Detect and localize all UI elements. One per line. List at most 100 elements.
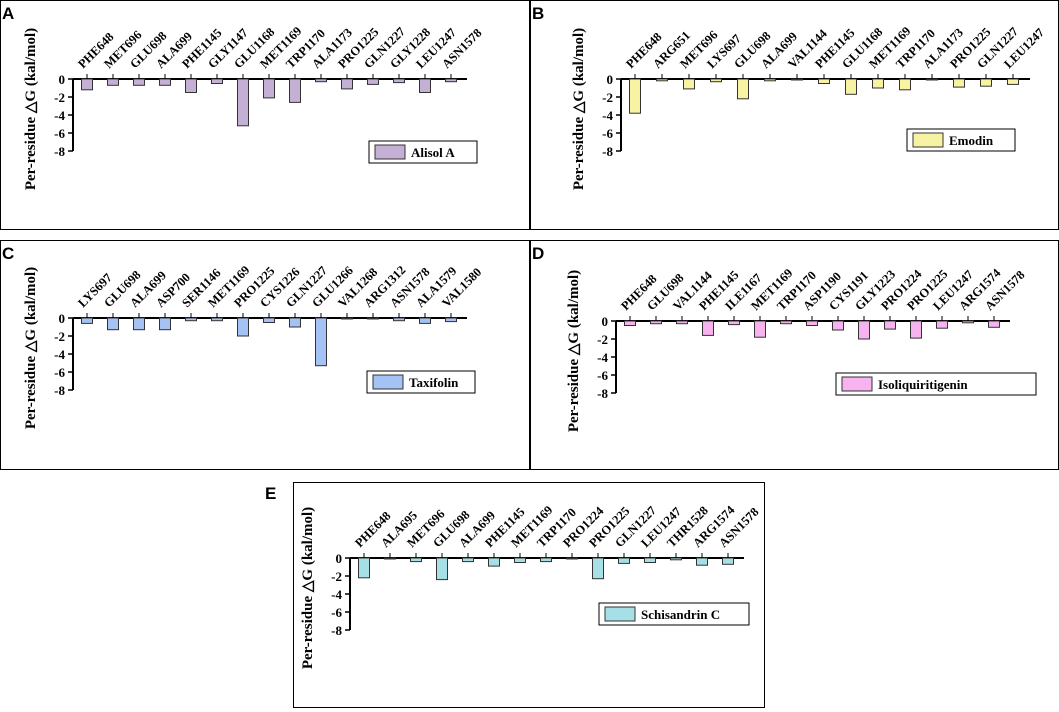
bar <box>683 78 695 90</box>
legend-label: Isoliquiritigenin <box>878 377 968 392</box>
legend-label: Schisandrin C <box>641 607 720 622</box>
y-tick-label: -2 <box>54 329 65 344</box>
y-axis-label: Per-residue △G (kal/mol) <box>23 28 39 190</box>
bar <box>514 557 526 563</box>
legend-swatch <box>604 606 636 622</box>
bar <box>289 317 301 328</box>
bar <box>237 317 249 337</box>
legend-box <box>835 372 1037 396</box>
bar <box>410 557 422 563</box>
bar <box>728 320 740 326</box>
bar <box>936 320 948 329</box>
bar <box>393 317 405 322</box>
bar <box>780 320 792 325</box>
bar <box>644 557 656 563</box>
bar <box>1007 78 1019 85</box>
bar <box>670 557 682 561</box>
y-tick-label: 0 <box>59 72 66 87</box>
y-tick-label: 0 <box>336 551 343 566</box>
bar <box>81 78 93 91</box>
bar <box>988 320 1000 328</box>
panel-d: Per-residue △G (kal/mol) 0 -2 -4 -6 -8 PHE648 G… <box>530 240 1059 470</box>
y-tick-label: -8 <box>602 144 613 159</box>
chart-d: Per-residue △G (kal/mol) 0-2-4-6-8PHE648G… <box>566 265 1037 432</box>
y-tick-label: -6 <box>331 605 342 620</box>
bar <box>953 78 965 88</box>
chart-c: Per-residue △G (kal/mol) 0-2-4-6-8LYS697G… <box>23 263 484 429</box>
bar <box>159 78 171 86</box>
y-tick-label: -2 <box>54 90 65 105</box>
y-tick-label: -8 <box>597 386 608 401</box>
bar <box>133 78 145 86</box>
bar <box>710 78 722 83</box>
bar <box>133 317 145 331</box>
bar <box>341 317 353 320</box>
bar <box>656 78 668 82</box>
bar <box>185 317 197 322</box>
bar <box>858 320 870 340</box>
chart-e: Per-residue △G (kal/mol) 0-2-4-6-8PHE648A… <box>300 502 761 669</box>
legend-box <box>598 602 750 626</box>
bar <box>540 557 552 563</box>
bar <box>832 320 844 331</box>
bar <box>419 317 431 324</box>
bar <box>624 320 636 326</box>
bar <box>263 78 275 99</box>
y-tick-label: -4 <box>331 587 342 602</box>
bar <box>445 78 457 83</box>
y-tick-label: -8 <box>54 383 65 398</box>
bar <box>263 317 275 323</box>
bar <box>818 78 830 84</box>
y-tick-label: -8 <box>331 623 342 638</box>
bar <box>962 320 974 324</box>
y-tick-label: 0 <box>602 314 609 329</box>
y-tick-label: -6 <box>54 365 65 380</box>
bar <box>899 78 911 91</box>
panel-label-c: C <box>2 244 15 263</box>
y-tick-label: -4 <box>602 108 613 123</box>
bar <box>211 78 223 84</box>
bar <box>702 320 714 336</box>
bar <box>980 78 992 87</box>
bar <box>107 317 119 331</box>
bar <box>358 557 370 579</box>
y-tick-label: -6 <box>54 126 65 141</box>
panel-a: Per-residue △G (kal/mol) 0 -2 -4 -6 -8 PHE648 M… <box>0 0 530 230</box>
chart-b: Per-residue △G (kal/mol) 0-2-4-6-8PHE648A… <box>571 24 1047 190</box>
bar <box>367 78 379 85</box>
bar <box>185 78 197 93</box>
bar <box>436 557 448 581</box>
bar <box>315 317 327 367</box>
y-tick-label: -2 <box>602 90 613 105</box>
y-tick-label: -4 <box>597 350 608 365</box>
bar <box>737 78 749 100</box>
y-tick-label: 0 <box>607 72 614 87</box>
legend-swatch <box>374 144 406 160</box>
bar <box>806 320 818 326</box>
bar <box>650 320 662 325</box>
y-tick-label: -6 <box>602 126 613 141</box>
bar <box>696 557 708 566</box>
y-tick-label: -2 <box>331 569 342 584</box>
panel-label-e: E <box>265 484 277 503</box>
bar <box>845 78 857 95</box>
y-tick-label: -6 <box>597 368 608 383</box>
legend-label: Emodin <box>949 133 994 148</box>
panel-e: Per-residue △G (kal/mol) 0 -2 -4 -6 -8 PHE648 A… <box>293 482 765 708</box>
bar <box>676 320 688 325</box>
bar <box>791 78 803 81</box>
legend-swatch <box>372 374 404 390</box>
bar <box>618 557 630 564</box>
bar <box>419 78 431 93</box>
bar <box>367 317 379 320</box>
bar <box>211 317 223 322</box>
y-tick-label: -4 <box>54 108 65 123</box>
panel-label-a: A <box>2 4 15 23</box>
bar <box>488 557 500 567</box>
bar <box>81 317 93 324</box>
panel-c: Per-residue △G (kal/mol) 0 -2 -4 -6 -8 LYS697 G… <box>0 240 530 470</box>
bar <box>926 78 938 81</box>
bar <box>341 78 353 90</box>
bar <box>384 557 396 560</box>
bar <box>159 317 171 331</box>
